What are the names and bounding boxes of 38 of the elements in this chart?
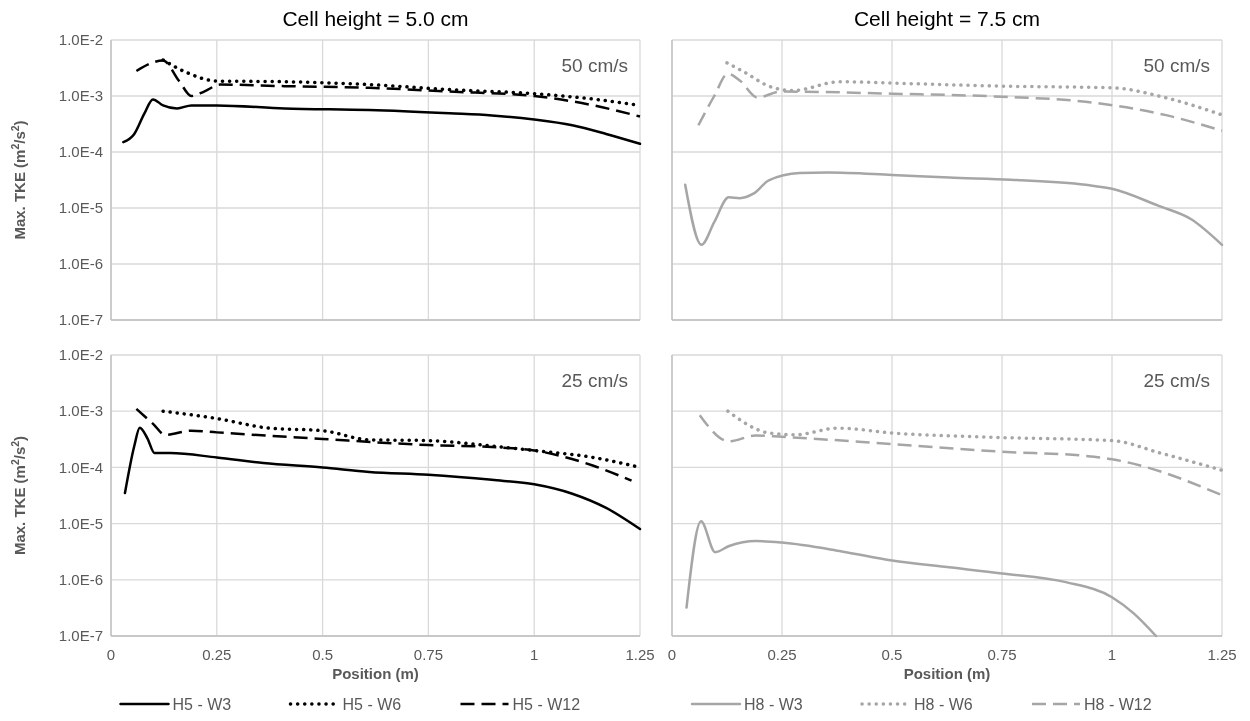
annotation: 50 cm/s [1143,55,1210,76]
y-tick-label: 1.0E-4 [58,143,103,161]
x-axis-title: Position (m) [332,665,419,682]
x-tick-label: 0.5 [312,646,334,663]
legend-label: H5 - W12 [512,695,581,713]
legend-label: H5 - W3 [172,695,232,713]
legend-label: H5 - W6 [342,695,402,713]
legend-label: H8 - W6 [914,695,973,713]
y-tick-label: 1.0E-2 [58,346,103,364]
chart-title: Cell height = 5.0 cm [282,7,469,30]
y-tick-label: 1.0E-5 [58,199,103,217]
x-tick-label: 0.25 [202,646,232,663]
legend-label: H8 - W12 [1084,695,1152,713]
x-tick-label: 1 [1107,646,1117,663]
y-tick-label: 1.0E-3 [58,87,103,105]
x-tick-label: 1.25 [625,646,655,663]
x-axis-title: Position (m) [903,665,991,682]
x-tick-label: 1 [530,646,539,663]
annotation: 25 cm/s [1143,370,1210,391]
x-tick-label: 0.75 [987,646,1017,663]
x-tick-label: 0.25 [767,646,797,663]
chart-title: Cell height = 7.5 cm [853,7,1041,30]
annotation: 25 cm/s [561,370,628,391]
y-tick-label: 1.0E-7 [58,627,103,645]
y-tick-label: 1.0E-7 [58,311,103,329]
y-tick-label: 1.0E-6 [58,255,103,273]
legend-label: H8 - W3 [744,695,803,713]
y-tick-label: 1.0E-6 [58,571,103,589]
annotation: 50 cm/s [561,55,628,76]
x-tick-label: 0 [106,646,116,663]
x-tick-label: 1.25 [1207,646,1237,663]
x-tick-label: 0.75 [413,646,443,663]
y-tick-label: 1.0E-4 [58,458,103,476]
y-tick-label: 1.0E-2 [58,31,103,49]
x-tick-label: 0.5 [881,646,903,663]
y-tick-label: 1.0E-5 [58,514,103,532]
y-tick-label: 1.0E-3 [58,402,103,420]
x-tick-label: 0 [667,646,677,663]
